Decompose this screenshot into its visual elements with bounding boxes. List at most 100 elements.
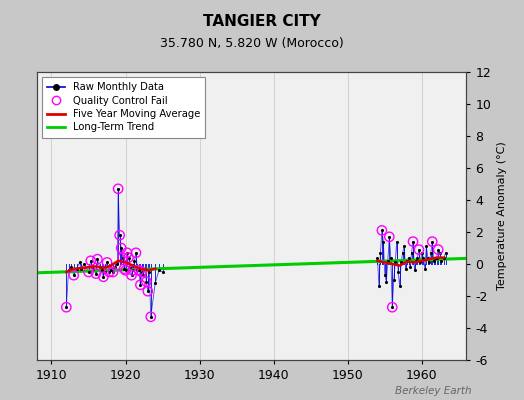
Point — [114, 186, 123, 192]
Point — [124, 254, 133, 261]
Point — [422, 243, 431, 250]
Point — [387, 254, 395, 261]
Point — [406, 264, 414, 270]
Point — [423, 254, 432, 261]
Point — [142, 278, 150, 285]
Point — [136, 282, 145, 288]
Point — [92, 270, 100, 277]
Point — [124, 254, 133, 261]
Point — [397, 259, 406, 266]
Point — [136, 282, 145, 288]
Point — [373, 254, 381, 261]
Point — [145, 269, 154, 275]
Point — [382, 278, 390, 285]
Point — [151, 280, 159, 286]
Point — [122, 267, 130, 274]
Point — [106, 267, 115, 274]
Point — [441, 250, 450, 256]
Point — [105, 269, 114, 275]
Point — [133, 267, 141, 274]
Point — [388, 304, 397, 310]
Point — [105, 269, 114, 275]
Point — [132, 250, 140, 256]
Point — [120, 266, 128, 272]
Point — [392, 238, 401, 245]
Point — [378, 227, 386, 234]
Point — [118, 254, 127, 261]
Point — [72, 266, 81, 272]
Point — [409, 238, 417, 245]
Point — [378, 227, 386, 234]
Point — [416, 259, 424, 266]
Point — [398, 250, 407, 256]
Point — [84, 269, 93, 275]
Point — [158, 269, 167, 275]
Point — [405, 254, 413, 261]
Point — [379, 238, 388, 245]
Point — [115, 232, 124, 238]
Point — [92, 270, 100, 277]
Point — [142, 278, 150, 285]
Point — [140, 266, 149, 272]
Point — [67, 264, 75, 270]
Point — [101, 269, 109, 275]
Point — [428, 238, 436, 245]
Point — [434, 246, 442, 253]
Point — [115, 232, 124, 238]
Point — [139, 272, 148, 278]
Point — [120, 266, 128, 272]
Point — [127, 272, 136, 278]
Point — [127, 272, 136, 278]
Point — [389, 277, 398, 283]
Point — [428, 238, 436, 245]
Point — [62, 304, 71, 310]
Point — [122, 267, 130, 274]
Point — [123, 250, 131, 256]
Point — [84, 269, 93, 275]
Point — [103, 259, 111, 266]
Point — [409, 238, 417, 245]
Point — [407, 250, 416, 256]
Point — [155, 267, 163, 274]
Point — [93, 256, 102, 262]
Point — [412, 258, 420, 264]
Point — [375, 283, 383, 290]
Point — [138, 269, 146, 275]
Point — [111, 264, 119, 270]
Point — [394, 269, 402, 275]
Point — [147, 314, 155, 320]
Y-axis label: Temperature Anomaly (°C): Temperature Anomaly (°C) — [497, 142, 507, 290]
Point — [435, 250, 444, 256]
Point — [144, 288, 152, 294]
Point — [147, 314, 155, 320]
Text: Berkeley Earth: Berkeley Earth — [395, 386, 472, 396]
Point — [117, 245, 125, 251]
Point — [129, 267, 137, 274]
Point — [123, 250, 131, 256]
Point — [75, 259, 84, 266]
Point — [415, 246, 423, 253]
Point — [385, 234, 394, 240]
Point — [419, 254, 428, 261]
Point — [432, 254, 441, 261]
Point — [415, 246, 423, 253]
Title: 35.780 N, 5.820 W (Morocco): 35.780 N, 5.820 W (Morocco) — [160, 37, 343, 50]
Legend: Raw Monthly Data, Quality Control Fail, Five Year Moving Average, Long-Term Tren: Raw Monthly Data, Quality Control Fail, … — [42, 77, 205, 138]
Point — [132, 250, 140, 256]
Point — [434, 246, 442, 253]
Point — [126, 264, 134, 270]
Point — [384, 258, 392, 264]
Point — [62, 304, 71, 310]
Point — [135, 267, 143, 274]
Point — [95, 264, 104, 270]
Point — [77, 266, 85, 272]
Point — [413, 254, 422, 261]
Point — [376, 250, 385, 256]
Point — [427, 250, 435, 256]
Point — [425, 259, 433, 266]
Point — [70, 272, 78, 278]
Point — [144, 288, 152, 294]
Point — [129, 267, 137, 274]
Point — [97, 267, 106, 274]
Point — [130, 258, 139, 264]
